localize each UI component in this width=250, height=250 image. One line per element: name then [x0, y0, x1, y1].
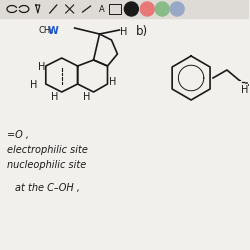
Text: H: H	[83, 92, 90, 102]
Text: nucleophilic site: nucleophilic site	[8, 160, 87, 170]
Text: H: H	[241, 85, 248, 95]
Bar	[110, 4, 122, 14]
Text: CH₃: CH₃	[38, 26, 54, 35]
Text: at the C–OH ,: at the C–OH ,	[15, 182, 80, 192]
Text: electrophilic site: electrophilic site	[8, 145, 88, 155]
Text: H: H	[110, 77, 117, 87]
Text: b): b)	[136, 25, 148, 38]
Circle shape	[170, 2, 184, 16]
Text: H: H	[120, 27, 128, 37]
Circle shape	[124, 2, 138, 16]
Text: =O ,: =O ,	[8, 130, 30, 140]
Text: A: A	[99, 4, 104, 14]
Text: H: H	[51, 92, 59, 102]
Bar	[0, 0, 249, 18]
Text: H: H	[30, 80, 37, 90]
Text: H: H	[38, 62, 45, 72]
Circle shape	[155, 2, 169, 16]
Text: W: W	[48, 26, 59, 36]
Circle shape	[140, 2, 154, 16]
